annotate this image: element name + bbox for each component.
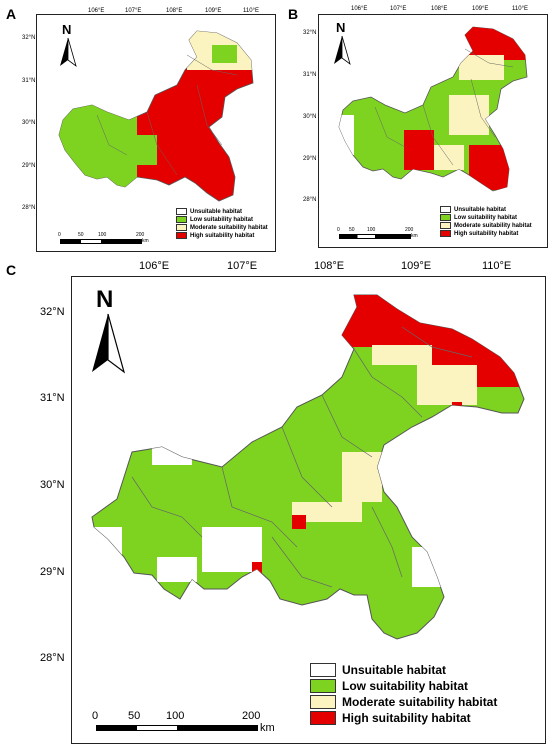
b-lat-tick-28: 28°N (303, 197, 317, 203)
a-lon-tick-110: 110°E (243, 8, 259, 14)
b-north-label: N (336, 20, 346, 35)
b-lat-tick-32: 32°N (303, 30, 317, 36)
a-lon-tick-107: 107°E (125, 8, 142, 14)
a-lat-tick-30: 30°N (22, 120, 36, 126)
a-lat-tick-29: 29°N (22, 163, 36, 169)
c-scale-bar: 0 50 100 200 km (92, 710, 275, 734)
b-scale-bar: 0 50 100 200 km (337, 227, 418, 239)
b-lat-tick-31: 31°N (303, 72, 317, 78)
district-boundaries-b (374, 48, 514, 166)
a-legend-item-moderate: Moderate suitability habitat (176, 224, 268, 231)
panel-a-label: A (6, 6, 17, 22)
panel-c-map-canvas (91, 294, 525, 640)
c-lon-tick-107: 107°E (227, 260, 258, 272)
b-lon-tick-109: 109°E (472, 6, 489, 12)
panel-b-label: B (288, 6, 299, 22)
c-lat-tick-28: 28°N (40, 652, 65, 664)
panel-a-map (36, 14, 276, 252)
north-arrow-icon (334, 35, 351, 66)
a-legend-item-unsuitable: Unsuitable habitat (176, 208, 268, 215)
c-lon-tick-110: 110°E (482, 260, 512, 272)
a-legend-item-low: Low suitability habitat (176, 216, 268, 223)
district-boundaries-c (131, 326, 473, 588)
a-lat-tick-31: 31°N (22, 78, 36, 84)
b-legend-item-unsuitable: Unsuitable habitat (440, 206, 532, 213)
a-scale-bar: 0 50 100 200 km (58, 232, 149, 244)
panel-c-label: C (6, 262, 17, 278)
c-legend-item-high: High suitability habitat (310, 711, 497, 725)
b-lat-tick-29: 29°N (303, 156, 317, 162)
b-lon-tick-108: 108°E (431, 6, 448, 12)
panel-a-map-canvas (58, 30, 254, 202)
b-legend-item-moderate: Moderate suitability habitat (440, 222, 532, 229)
suitability-zones-b (339, 27, 527, 190)
a-legend-item-high: High suitability habitat (176, 232, 268, 239)
c-legend-item-low: Low suitability habitat (310, 679, 497, 693)
panel-b-map (318, 14, 548, 248)
c-lon-tick-106: 106°E (139, 260, 170, 272)
c-lat-tick-32: 32°N (40, 306, 65, 318)
c-lon-tick-108: 108°E (314, 260, 345, 272)
panel-b-map-canvas (338, 26, 528, 192)
c-north-arrow: N (88, 286, 128, 376)
c-lat-tick-31: 31°N (40, 392, 65, 404)
a-lon-tick-106: 106°E (88, 8, 105, 14)
b-legend-item-low: Low suitability habitat (440, 214, 532, 221)
a-north-arrow: N (56, 22, 80, 70)
a-lat-tick-32: 32°N (22, 35, 36, 41)
a-north-label: N (62, 22, 72, 37)
b-lon-tick-110: 110°E (512, 6, 528, 12)
c-lat-tick-29: 29°N (40, 566, 65, 578)
b-north-arrow: N (330, 20, 354, 68)
c-north-label: N (96, 286, 114, 313)
b-lon-tick-107: 107°E (390, 6, 407, 12)
b-legend: Unsuitable habitat Low suitability habit… (440, 206, 532, 238)
north-arrow-icon (60, 37, 77, 68)
b-lat-tick-30: 30°N (303, 114, 317, 120)
b-legend-item-high: High suitability habitat (440, 230, 532, 237)
c-legend-item-unsuitable: Unsuitable habitat (310, 663, 497, 677)
a-lon-tick-109: 109°E (205, 8, 222, 14)
b-lon-tick-106: 106°E (351, 6, 368, 12)
c-lat-tick-30: 30°N (40, 479, 65, 491)
a-legend: Unsuitable habitat Low suitability habit… (176, 208, 268, 240)
district-boundaries-a (96, 54, 238, 176)
north-arrow-icon (92, 313, 126, 374)
c-legend: Unsuitable habitat Low suitability habit… (310, 663, 497, 726)
a-lat-tick-28: 28°N (22, 205, 36, 211)
c-lon-tick-109: 109°E (401, 260, 432, 272)
panel-c-map (71, 276, 546, 744)
c-legend-item-moderate: Moderate suitability habitat (310, 695, 497, 709)
a-lon-tick-108: 108°E (166, 8, 183, 14)
